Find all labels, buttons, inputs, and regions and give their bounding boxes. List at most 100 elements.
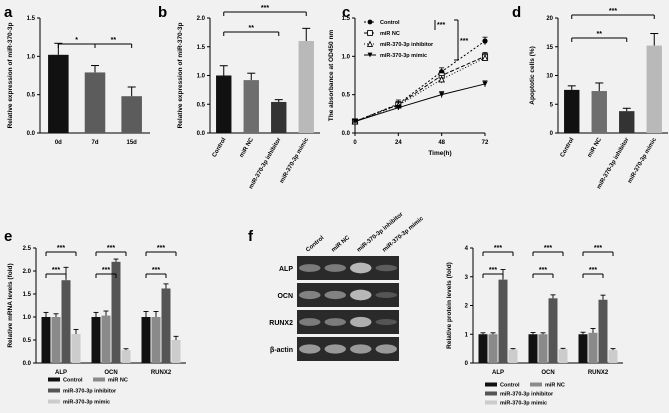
- bar: [171, 340, 181, 363]
- x-tick-label: miR-370-3p mimic: [279, 136, 310, 184]
- bar: [646, 45, 662, 133]
- x-tick-label: miR-370-3p inhibitor: [596, 136, 631, 190]
- bar: [478, 334, 488, 363]
- x-tick-label: miR-370-3p inhibitor: [248, 136, 283, 190]
- bar: [121, 96, 142, 133]
- blot-band: [324, 290, 346, 300]
- bar: [91, 317, 101, 363]
- blot-band: [299, 318, 321, 326]
- legend-swatch: [485, 400, 497, 405]
- blot-band: [350, 289, 372, 301]
- significance-label: ***: [460, 38, 468, 45]
- y-tick-label: 0.0: [23, 361, 32, 367]
- panel-label-b: b: [158, 4, 167, 21]
- chart-c: 0.0 0.5 1.0 1.5 0 24 48 72 Time(h) The absorbance…: [328, 16, 489, 157]
- y-tick-label: 2: [465, 304, 469, 310]
- blot-row-label: OCN: [277, 293, 293, 300]
- y-tick-label: 2.0: [23, 269, 32, 275]
- significance-label: ***: [437, 22, 445, 29]
- western-blot: Control miR NC miR-370-3p inhibitormiR-370…: [269, 211, 425, 361]
- data-point: [395, 105, 401, 111]
- bar: [598, 299, 608, 363]
- data-point: [439, 92, 445, 98]
- significance-label: ***: [152, 267, 160, 274]
- bar: [538, 334, 548, 363]
- bar: [508, 349, 518, 363]
- significance-label: ***: [261, 5, 269, 12]
- y-tick-label: 0: [465, 361, 469, 367]
- blot-band: [324, 264, 346, 272]
- bar: [298, 41, 314, 133]
- lane-label: Control: [305, 235, 325, 254]
- blot-row-label: RUNX2: [269, 320, 293, 327]
- data-point: [481, 54, 489, 61]
- y-tick-label: 1: [465, 332, 469, 338]
- blot-band: [375, 291, 397, 299]
- bar: [41, 317, 51, 363]
- blot-band: [299, 264, 321, 272]
- legend-label: miR-370-3p mimic: [380, 53, 427, 59]
- y-tick-label: 0: [550, 131, 554, 137]
- x-tick-label: ALP: [55, 370, 67, 376]
- bar: [588, 332, 598, 363]
- blot-band: [350, 344, 372, 354]
- y-tick-label: 15: [546, 45, 553, 51]
- y-tick-label: 10: [546, 74, 553, 80]
- bar: [151, 317, 161, 363]
- blot-band: [324, 318, 346, 326]
- legend-label: miR NC: [380, 31, 400, 37]
- significance-label: ***: [544, 245, 552, 252]
- y-tick-label: 20: [546, 16, 553, 22]
- y-axis-label: Relative protein levels (fold): [446, 262, 453, 349]
- legend-marker: [367, 52, 373, 58]
- significance-label: ***: [102, 267, 110, 274]
- significance-label: ***: [609, 8, 617, 15]
- y-tick-label: 4: [465, 246, 469, 252]
- legend-label: miR-370-3p mimic: [63, 400, 110, 406]
- bar: [111, 261, 121, 363]
- blot-band: [375, 318, 397, 326]
- significance-label: ***: [489, 267, 497, 274]
- y-tick-label: 0.0: [342, 131, 351, 137]
- bar: [558, 349, 568, 363]
- legend-label: Control: [63, 378, 83, 384]
- significance-label: ***: [157, 245, 165, 252]
- x-tick-label: OCN: [541, 370, 554, 376]
- x-tick-label: 7d: [91, 140, 98, 146]
- legend-swatch: [530, 382, 542, 387]
- bar: [216, 75, 232, 133]
- panel-label-d: d: [512, 4, 521, 21]
- y-tick-label: 0.5: [197, 102, 206, 108]
- x-tick-label: 15d: [126, 140, 137, 146]
- significance-label: ***: [52, 267, 60, 274]
- blot-band: [324, 344, 346, 354]
- significance-label: **: [111, 37, 117, 44]
- panel-label-e: e: [4, 228, 12, 245]
- legend-swatch: [93, 377, 105, 382]
- legend-marker: [367, 30, 373, 36]
- y-tick-label: 2.0: [197, 16, 206, 22]
- bar: [548, 298, 558, 363]
- legend-label: miR NC: [108, 378, 128, 384]
- blot-band: [350, 316, 372, 328]
- panel-label-f: f: [248, 228, 254, 245]
- y-tick-label: 1.0: [342, 54, 351, 60]
- bar: [161, 288, 171, 363]
- legend-swatch: [485, 382, 497, 387]
- y-axis-label: The absorbance at OD450 nm: [328, 30, 335, 122]
- legend-swatch: [48, 399, 60, 404]
- chart-e: 0.0 0.5 1.0 1.5 2.0 2.5 Relative mRNA levels (…: [7, 245, 186, 406]
- bar: [51, 317, 61, 363]
- significance-label: ***: [589, 267, 597, 274]
- legend-label: miR-370-3p inhibitor: [380, 42, 434, 48]
- legend-label: miR-370-3p inhibitor: [500, 392, 554, 398]
- significance-label: ***: [107, 245, 115, 252]
- y-tick-label: 3: [465, 275, 469, 281]
- y-tick-label: 0.0: [197, 131, 206, 137]
- data-point: [438, 75, 445, 83]
- bar: [564, 89, 580, 133]
- bar: [619, 111, 635, 133]
- x-tick-label: Control: [560, 137, 576, 159]
- panel-label-c: c: [342, 4, 350, 21]
